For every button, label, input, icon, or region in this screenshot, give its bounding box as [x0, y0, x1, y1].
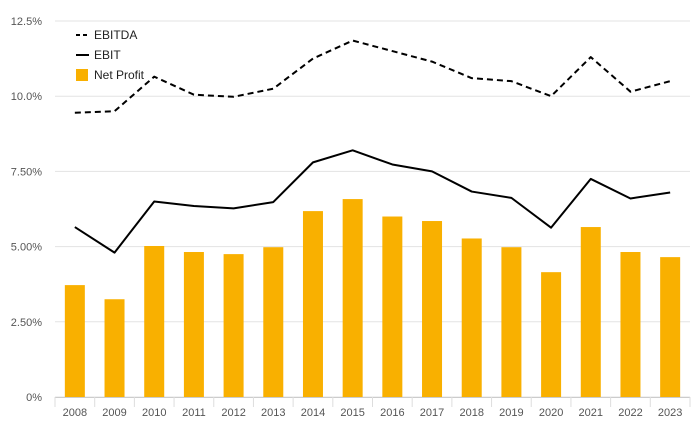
y-tick-label: 7.50%	[11, 166, 42, 178]
net-profit-bar	[263, 247, 284, 397]
net-profit-bars	[64, 199, 681, 397]
net-profit-bar	[64, 285, 85, 397]
legend: EBITDA EBIT Net Profit	[76, 28, 145, 82]
x-tick-label: 2022	[618, 407, 642, 419]
net-profit-bar	[302, 211, 323, 397]
x-tick-label: 2014	[301, 407, 325, 419]
net-profit-bar	[541, 272, 562, 397]
x-axis: 2008 2009 2010 2011 2012 2013 2014 2015 2016 2017…	[54, 397, 691, 419]
x-tick-label: 2017	[420, 407, 444, 419]
x-tick-label: 2023	[658, 407, 682, 419]
x-tick-label: 2021	[579, 407, 603, 419]
net-profit-bar	[183, 252, 204, 397]
net-profit-bar	[342, 199, 363, 397]
legend-label-net-profit: Net Profit	[94, 68, 145, 82]
x-tick-label: 2013	[261, 407, 285, 419]
x-tick-label: 2019	[499, 407, 523, 419]
net-profit-bar	[620, 252, 641, 397]
y-tick-label: 12.5%	[11, 16, 42, 28]
x-tick-label: 2020	[539, 407, 563, 419]
y-tick-label: 5.00%	[11, 242, 42, 254]
x-tick-label: 2012	[221, 407, 245, 419]
x-tick-label: 2016	[380, 407, 404, 419]
net-profit-bar	[501, 247, 522, 397]
ebitda-line	[74, 39, 671, 114]
y-tick-label: 10.0%	[11, 91, 42, 103]
net-profit-bar	[422, 221, 443, 397]
y-axis: 0% 2.50% 5.00% 7.50% 10.0% 12.5%	[11, 16, 42, 404]
net-profit-bar	[104, 299, 125, 397]
x-tick-label: 2011	[182, 407, 206, 419]
legend-swatch-net-profit	[76, 69, 88, 81]
y-tick-label: 2.50%	[11, 317, 42, 329]
legend-label-ebitda: EBITDA	[94, 28, 137, 42]
x-tick-label: 2008	[63, 407, 87, 419]
net-profit-bar	[660, 257, 681, 397]
net-profit-bar	[382, 216, 403, 397]
net-profit-bar	[223, 254, 244, 397]
x-tick-label: 2010	[142, 407, 166, 419]
net-profit-bar	[580, 227, 601, 397]
net-profit-bar	[144, 245, 165, 397]
line-series	[74, 39, 671, 254]
x-tick-label: 2018	[459, 407, 483, 419]
net-profit-bar	[461, 238, 482, 397]
legend-label-ebit: EBIT	[94, 48, 121, 62]
x-tick-label: 2015	[340, 407, 364, 419]
ebit-line	[74, 149, 671, 254]
x-tick-label: 2009	[102, 407, 126, 419]
y-tick-label: 0%	[26, 392, 42, 404]
